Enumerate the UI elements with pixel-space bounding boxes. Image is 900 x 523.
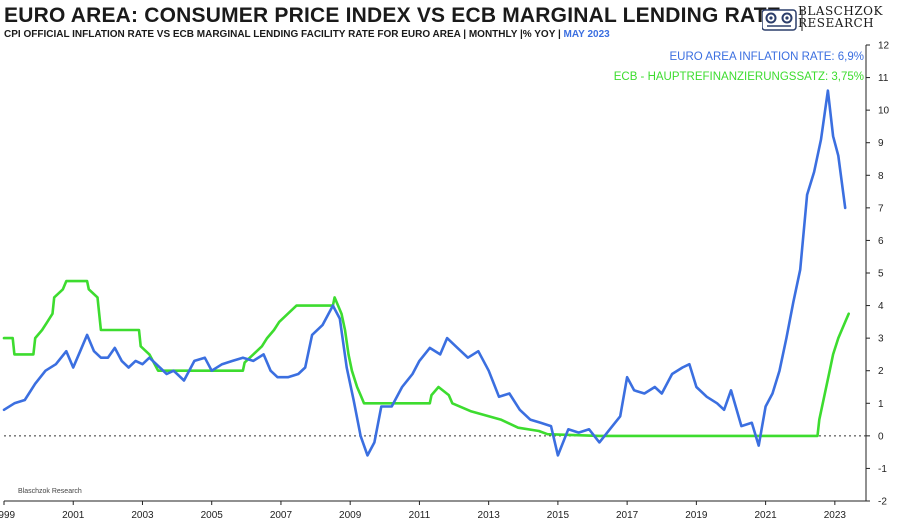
source-credit: Blaschzok Research	[18, 488, 82, 495]
legend-ecb-rate: ECB - HAUPTREFINANZIERUNGSSATZ: 3,75%	[613, 71, 864, 83]
y-tick-label: 5	[878, 269, 884, 280]
y-tick-label: 9	[878, 138, 884, 149]
y-tick-label: 6	[878, 236, 884, 247]
x-tick-label: 1999	[0, 510, 16, 521]
legend-inflation: EURO AREA INFLATION RATE: 6,9%	[669, 51, 864, 63]
x-tick-label: 2013	[478, 510, 501, 521]
x-tick-label: 2023	[824, 510, 847, 521]
series-line-ecb-rate	[2, 279, 850, 438]
x-tick-label: 2003	[131, 510, 154, 521]
y-tick-label: 11	[878, 73, 889, 84]
x-tick-label: 2021	[754, 510, 777, 521]
x-tick-label: 2019	[685, 510, 708, 521]
series-line-inflation	[2, 89, 847, 457]
chart-title: EURO AREA: CONSUMER PRICE INDEX VS ECB M…	[4, 4, 781, 27]
x-tick-label: 2001	[62, 510, 85, 521]
y-tick-label: 12	[878, 41, 890, 52]
x-tick-label: 2007	[270, 510, 293, 521]
y-tick-label: 7	[878, 203, 884, 214]
subtitle-date: MAY 2023	[563, 29, 610, 40]
y-tick-label: 2	[878, 366, 884, 377]
x-tick-label: 2005	[201, 510, 224, 521]
x-tick-label: 2011	[409, 510, 431, 521]
logo-line-1: BLASCHZOK	[798, 4, 883, 18]
y-tick-label: 10	[878, 106, 890, 117]
subtitle-text: CPI OFFICIAL INFLATION RATE VS ECB MARGI…	[4, 29, 561, 40]
x-tick-label: 2015	[547, 510, 570, 521]
chart-subtitle: CPI OFFICIAL INFLATION RATE VS ECB MARGI…	[4, 29, 610, 40]
y-tick-label: -1	[878, 464, 887, 475]
owl-icon	[762, 9, 797, 31]
x-tick-label: 2009	[339, 510, 362, 521]
y-tick-label: 0	[878, 431, 884, 442]
logo-line-2: RESEARCH	[798, 16, 875, 30]
x-tick-label: 2017	[616, 510, 639, 521]
y-tick-label: -2	[878, 497, 887, 508]
y-tick-label: 1	[878, 399, 884, 410]
logo-text: BLASCHZOK RESEARCH	[798, 5, 883, 29]
y-tick-label: 4	[878, 301, 884, 312]
logo-mark	[762, 9, 803, 31]
y-tick-label: 3	[878, 334, 884, 345]
y-tick-label: 8	[878, 171, 884, 182]
